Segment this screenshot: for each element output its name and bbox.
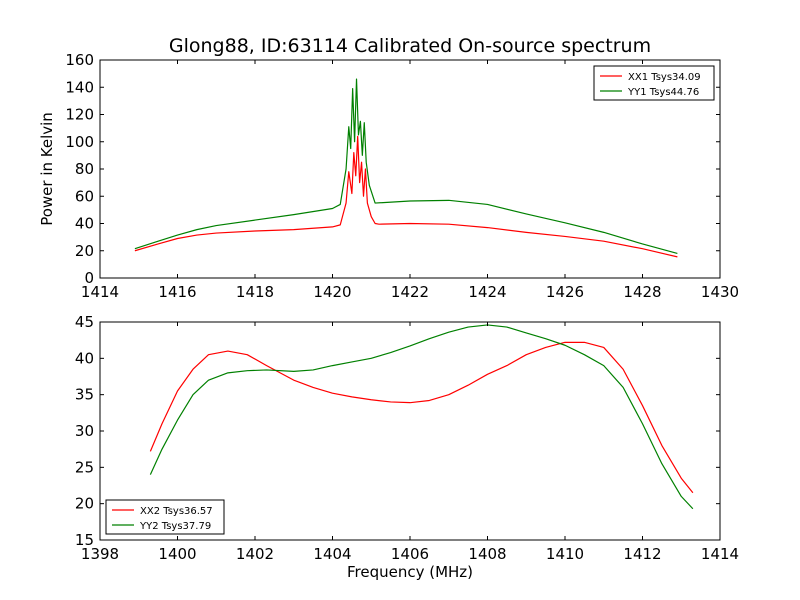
x-tick-label-1428: 1428 bbox=[623, 283, 661, 301]
x-tick-label-1400: 1400 bbox=[158, 545, 196, 563]
legend-label-xx2-tsys36-57: XX2 Tsys36.57 bbox=[140, 506, 213, 517]
chart-title: Glong88, ID:63114 Calibrated On-source s… bbox=[169, 35, 651, 57]
y-tick-label-100: 100 bbox=[65, 133, 94, 151]
y-tick-label-140: 140 bbox=[65, 78, 94, 96]
y-tick-label-40: 40 bbox=[75, 215, 94, 233]
legend-label-xx1-tsys34-09: XX1 Tsys34.09 bbox=[628, 72, 701, 83]
x-tick-label-1420: 1420 bbox=[313, 283, 351, 301]
legend: XX1 Tsys34.09 YY1 Tsys44.76 bbox=[593, 65, 715, 101]
x-tick-label-1402: 1402 bbox=[236, 545, 274, 563]
x-tick-label-1422: 1422 bbox=[391, 283, 429, 301]
y-tick-label-30: 30 bbox=[75, 422, 94, 440]
x-tick-label-1414: 1414 bbox=[81, 283, 119, 301]
x-tick-label-1430: 1430 bbox=[701, 283, 739, 301]
legend-label-yy1-tsys44-76: YY1 Tsys44.76 bbox=[627, 87, 699, 98]
series-line-xx1-tsys34-09 bbox=[134, 135, 678, 258]
y-tick-label-15: 15 bbox=[75, 531, 94, 549]
x-tick-label-1426: 1426 bbox=[546, 283, 584, 301]
legend-box bbox=[105, 499, 225, 535]
y-tick-label-80: 80 bbox=[75, 160, 94, 178]
x-tick-label-1416: 1416 bbox=[158, 283, 196, 301]
y-axis-label: Power in Kelvin bbox=[38, 112, 56, 226]
x-tick-label-1424: 1424 bbox=[468, 283, 506, 301]
y-tick-label-0: 0 bbox=[84, 269, 94, 287]
x-tick-label-1412: 1412 bbox=[623, 545, 661, 563]
bottom-spectrum-chart: 1398 1400 1402 1404 1406 1408 1410 1412 1414 15 20… bbox=[75, 313, 739, 581]
series-line-xx2-tsys36-57 bbox=[149, 341, 694, 494]
series-line-yy1-tsys44-76 bbox=[134, 78, 678, 255]
legend: XX2 Tsys36.57 YY2 Tsys37.79 bbox=[105, 499, 225, 535]
y-tick-label-40: 40 bbox=[75, 349, 94, 367]
top-spectrum-chart: 1414 1416 1418 1420 1422 1424 1426 1428 1430 0 20 4… bbox=[38, 35, 739, 301]
series-line-yy2-tsys37-79 bbox=[149, 324, 694, 510]
x-tick-label-1398: 1398 bbox=[81, 545, 119, 563]
x-axis-label: Frequency (MHz) bbox=[347, 563, 473, 581]
x-tick-label-1404: 1404 bbox=[313, 545, 351, 563]
x-tick-label-1418: 1418 bbox=[236, 283, 274, 301]
y-tick-label-45: 45 bbox=[75, 313, 94, 331]
legend-box bbox=[593, 65, 715, 101]
y-tick-label-20: 20 bbox=[75, 242, 94, 260]
x-tick-label-1410: 1410 bbox=[546, 545, 584, 563]
y-tick-label-160: 160 bbox=[65, 51, 94, 69]
y-tick-label-20: 20 bbox=[75, 495, 94, 513]
y-tick-label-35: 35 bbox=[75, 386, 94, 404]
x-tick-label-1408: 1408 bbox=[468, 545, 506, 563]
legend-label-yy2-tsys37-79: YY2 Tsys37.79 bbox=[139, 521, 211, 532]
x-tick-label-1406: 1406 bbox=[391, 545, 429, 563]
y-tick-label-60: 60 bbox=[75, 187, 94, 205]
y-tick-label-120: 120 bbox=[65, 106, 94, 124]
y-tick-label-25: 25 bbox=[75, 458, 94, 476]
x-tick-label-1414: 1414 bbox=[701, 545, 739, 563]
